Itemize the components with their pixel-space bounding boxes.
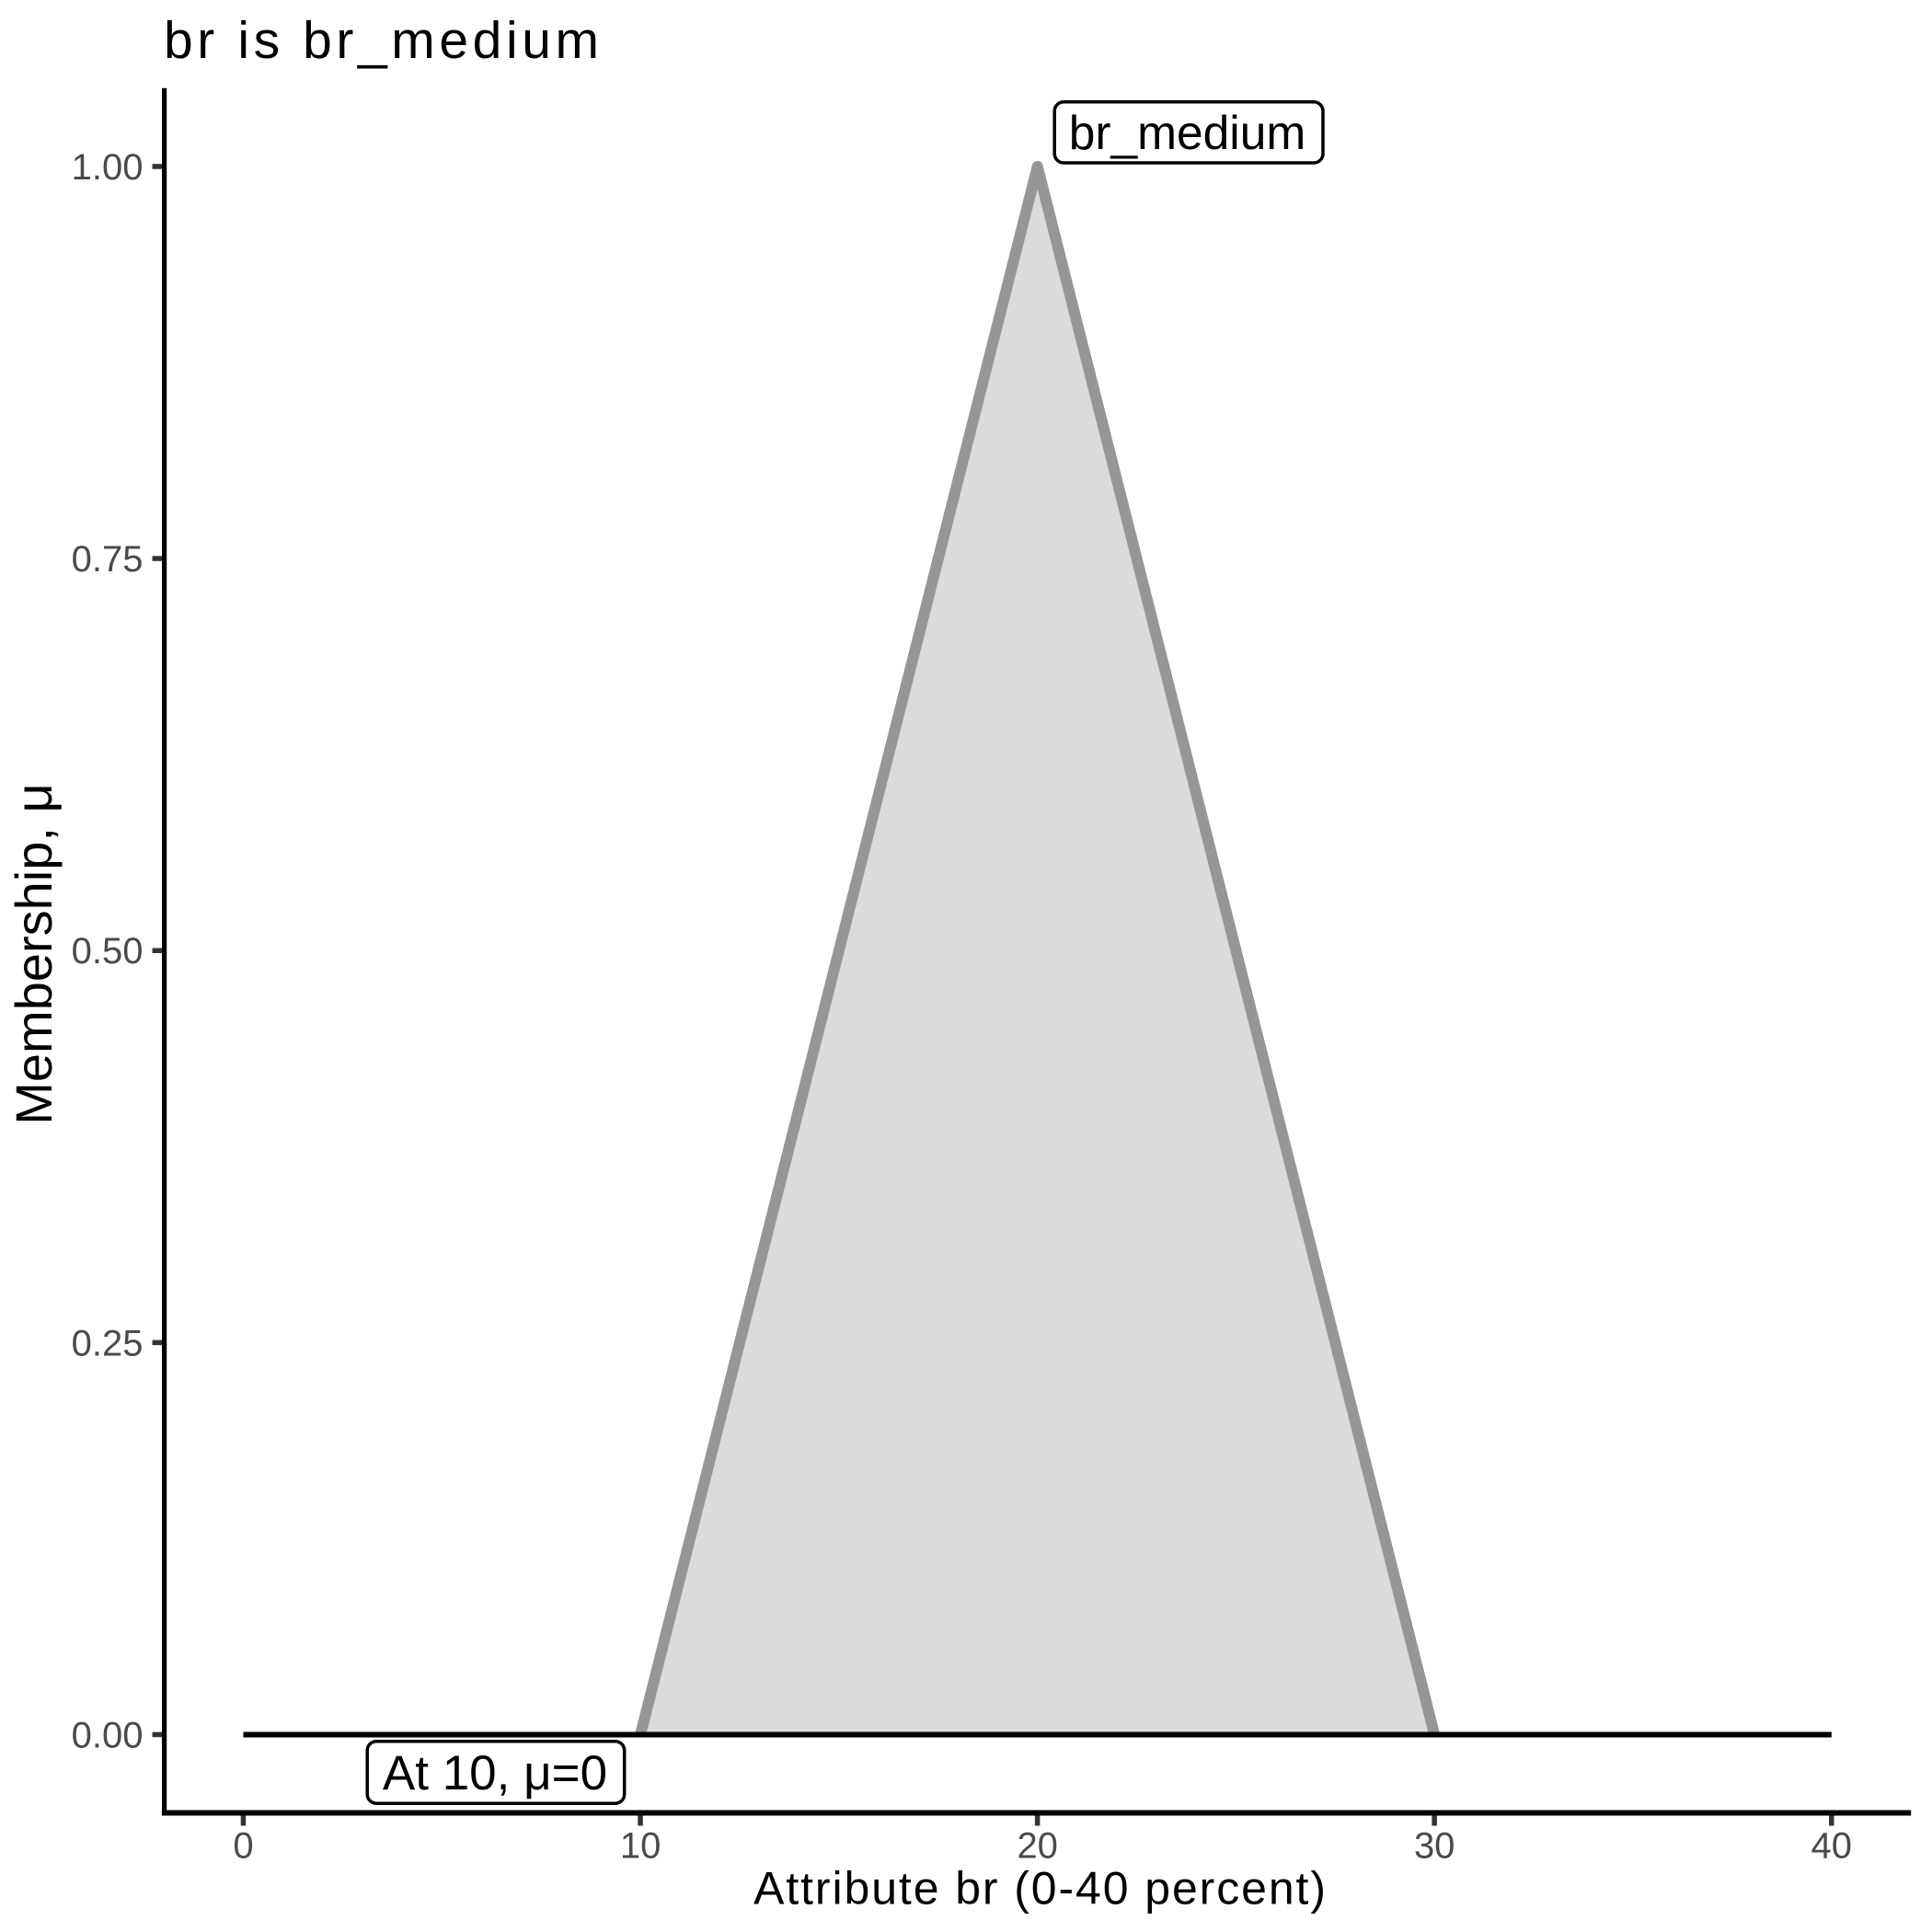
svg-text:0.75: 0.75 <box>72 539 144 580</box>
svg-text:0: 0 <box>233 1826 253 1867</box>
svg-text:1.00: 1.00 <box>72 147 144 188</box>
svg-text:40: 40 <box>1811 1826 1853 1867</box>
svg-text:30: 30 <box>1414 1826 1455 1867</box>
svg-text:Membership, μ: Membership, μ <box>5 783 63 1125</box>
svg-text:0.50: 0.50 <box>72 931 144 972</box>
svg-text:0.25: 0.25 <box>72 1323 144 1363</box>
svg-text:At 10, μ=0: At 10, μ=0 <box>383 1746 607 1800</box>
svg-text:20: 20 <box>1017 1826 1058 1867</box>
svg-text:Attribute br (0-40 percent): Attribute br (0-40 percent) <box>753 1863 1328 1915</box>
svg-text:10: 10 <box>620 1826 661 1867</box>
svg-text:br_medium: br_medium <box>1069 106 1306 159</box>
svg-text:br is br_medium: br is br_medium <box>164 11 604 70</box>
svg-text:0.00: 0.00 <box>72 1716 144 1756</box>
